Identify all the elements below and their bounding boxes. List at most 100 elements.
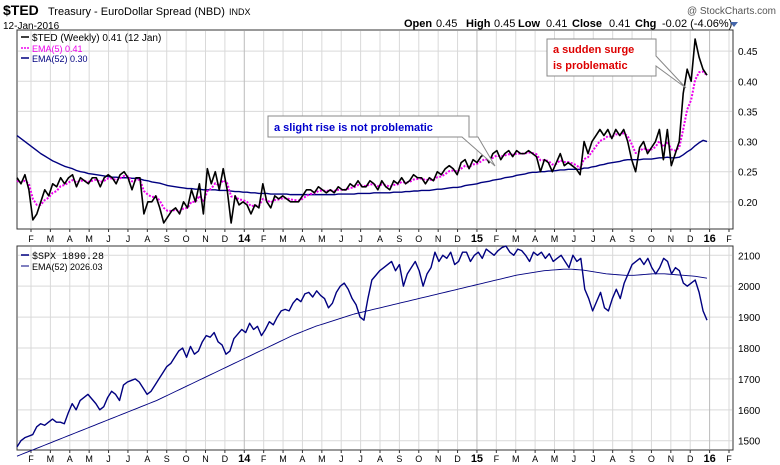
high-value: 0.45 — [494, 18, 515, 30]
legend-ted: $TED (Weekly) 0.41 (12 Jan) — [32, 33, 161, 44]
ted-xlabel-7: S — [164, 234, 170, 244]
legend-ema5: EMA(5) 0.41 — [32, 44, 83, 54]
ted-ytick-2: 0.30 — [738, 138, 758, 149]
ted-ytick-4: 0.40 — [738, 77, 758, 88]
ted-y-axis: 0.20 0.25 0.30 0.35 0.40 0.45 — [738, 47, 758, 209]
ted-xlabel-20: O — [415, 234, 422, 244]
spx-xlabel-5: J — [126, 454, 131, 464]
ted-xlabel-32: O — [648, 234, 655, 244]
ted-xlabel-9: N — [202, 234, 209, 244]
chg-value: -0.02 (-4.06%) — [662, 18, 732, 30]
symbol-description: Treasury - EuroDollar Spread (NBD) — [48, 6, 225, 18]
spx-x-axis: F M A M J J A S O N D 14 F M A M J J A S O N D 15 F M A M J J A S O N D 16 F — [28, 450, 732, 465]
ted-series-ema-52- — [16, 134, 708, 196]
ted-xlabel-0: F — [28, 234, 34, 244]
spx-ytick-0: 1500 — [738, 437, 761, 448]
spx-legend: $SPX 1890.28 EMA(52) 2026.03 — [21, 251, 104, 272]
legend-ema52: EMA(52) 0.30 — [32, 54, 88, 64]
spx-xlabel-18: A — [377, 454, 383, 464]
ted-ytick-5: 0.45 — [738, 47, 758, 58]
annotation-slight-rise: a slight rise is not problematic — [267, 115, 496, 167]
low-label: Low — [518, 18, 540, 30]
spx-xlabel-16: J — [339, 454, 344, 464]
spx-series-ema-52- — [16, 268, 708, 457]
legend-spx-ema52: EMA(52) 2026.03 — [32, 262, 103, 272]
spx-xlabel-19: S — [396, 454, 402, 464]
spx-xlabel-3: M — [85, 454, 93, 464]
spx-xlabel-23: 15 — [471, 453, 483, 465]
ted-xlabel-14: A — [299, 234, 305, 244]
ted-xlabel-21: N — [435, 234, 442, 244]
annotation-surge-line2: is problematic — [553, 60, 628, 72]
ted-xlabel-12: F — [261, 234, 267, 244]
close-label: Close — [572, 18, 602, 30]
spx-xlabel-29: J — [591, 454, 596, 464]
ted-xlabel-6: A — [144, 234, 150, 244]
spx-ytick-4: 1900 — [738, 313, 761, 324]
spx-xlabel-9: N — [202, 454, 209, 464]
spx-xlabel-34: D — [687, 454, 694, 464]
ted-xlabel-30: A — [610, 234, 616, 244]
spx-xlabel-24: F — [494, 454, 500, 464]
high-label: High — [466, 18, 491, 30]
spx-xlabel-2: A — [67, 454, 73, 464]
chart-date: 12-Jan-2016 — [3, 21, 60, 32]
spx-y-axis: 1500 1600 1700 1800 1900 2000 2100 — [738, 251, 761, 447]
spx-xlabel-1: M — [47, 454, 55, 464]
spx-ytick-1: 1600 — [738, 406, 761, 417]
close-value: 0.41 — [609, 18, 630, 30]
ted-xlabel-10: D — [222, 234, 229, 244]
spx-xlabel-17: J — [358, 454, 363, 464]
spx-ytick-5: 2000 — [738, 282, 761, 293]
spx-xlabel-27: M — [551, 454, 559, 464]
ted-x-axis: F M A M J J A S O N D 14 F M A M J J A S O N D 15 F M A M J J A S O N D 16 F — [28, 229, 732, 245]
ted-xlabel-29: J — [591, 234, 596, 244]
spx-xlabel-21: N — [435, 454, 442, 464]
ted-xlabel-35: 16 — [703, 233, 715, 245]
spx-xlabel-15: M — [318, 454, 326, 464]
ted-xlabel-2: A — [67, 234, 73, 244]
spx-xlabel-26: A — [532, 454, 538, 464]
ted-xlabel-1: M — [47, 234, 55, 244]
chg-label: Chg — [635, 18, 656, 30]
ted-xlabel-27: M — [551, 234, 559, 244]
ohlc-readout: Open 0.45 High 0.45 Low 0.41 Close 0.41 … — [404, 18, 732, 30]
spx-xlabel-22: D — [454, 454, 461, 464]
ted-xlabel-36: F — [726, 234, 732, 244]
ted-ytick-3: 0.35 — [738, 107, 758, 118]
ted-xlabel-22: D — [454, 234, 461, 244]
spx-xlabel-35: 16 — [703, 453, 715, 465]
dropdown-arrow-icon[interactable] — [730, 22, 738, 27]
ted-xlabel-5: J — [126, 234, 131, 244]
ted-xlabel-34: D — [687, 234, 694, 244]
open-value: 0.45 — [436, 18, 457, 30]
spx-xlabel-0: F — [28, 454, 34, 464]
spx-xlabel-20: O — [415, 454, 422, 464]
spx-xlabel-33: N — [668, 454, 675, 464]
ted-xlabel-15: M — [318, 234, 326, 244]
annotation-sudden-surge: a sudden surge is problematic — [546, 38, 687, 89]
spx-xlabel-11: 14 — [238, 453, 251, 465]
ted-xlabel-11: 14 — [238, 233, 251, 245]
spx-xlabel-14: A — [299, 454, 305, 464]
spx-xlabel-31: S — [629, 454, 635, 464]
legend-spx: $SPX 1890.28 — [32, 251, 104, 263]
ted-xlabel-16: J — [339, 234, 344, 244]
ted-series — [16, 38, 708, 224]
spx-xlabel-10: D — [222, 454, 229, 464]
ted-xlabel-13: M — [279, 234, 287, 244]
ted-xlabel-3: M — [85, 234, 93, 244]
ted-xlabel-4: J — [106, 234, 111, 244]
symbol-title: $TED — [3, 2, 39, 18]
spx-xlabel-32: O — [648, 454, 655, 464]
ted-ytick-0: 0.20 — [738, 198, 758, 209]
open-label: Open — [404, 18, 432, 30]
ted-xlabel-19: S — [396, 234, 402, 244]
spx-xlabel-13: M — [279, 454, 287, 464]
ted-series--ted-weekly- — [16, 38, 708, 224]
ted-grid — [18, 31, 732, 228]
spx-ytick-3: 1800 — [738, 344, 761, 355]
spx-xlabel-25: M — [512, 454, 520, 464]
ted-xlabel-33: N — [668, 234, 675, 244]
